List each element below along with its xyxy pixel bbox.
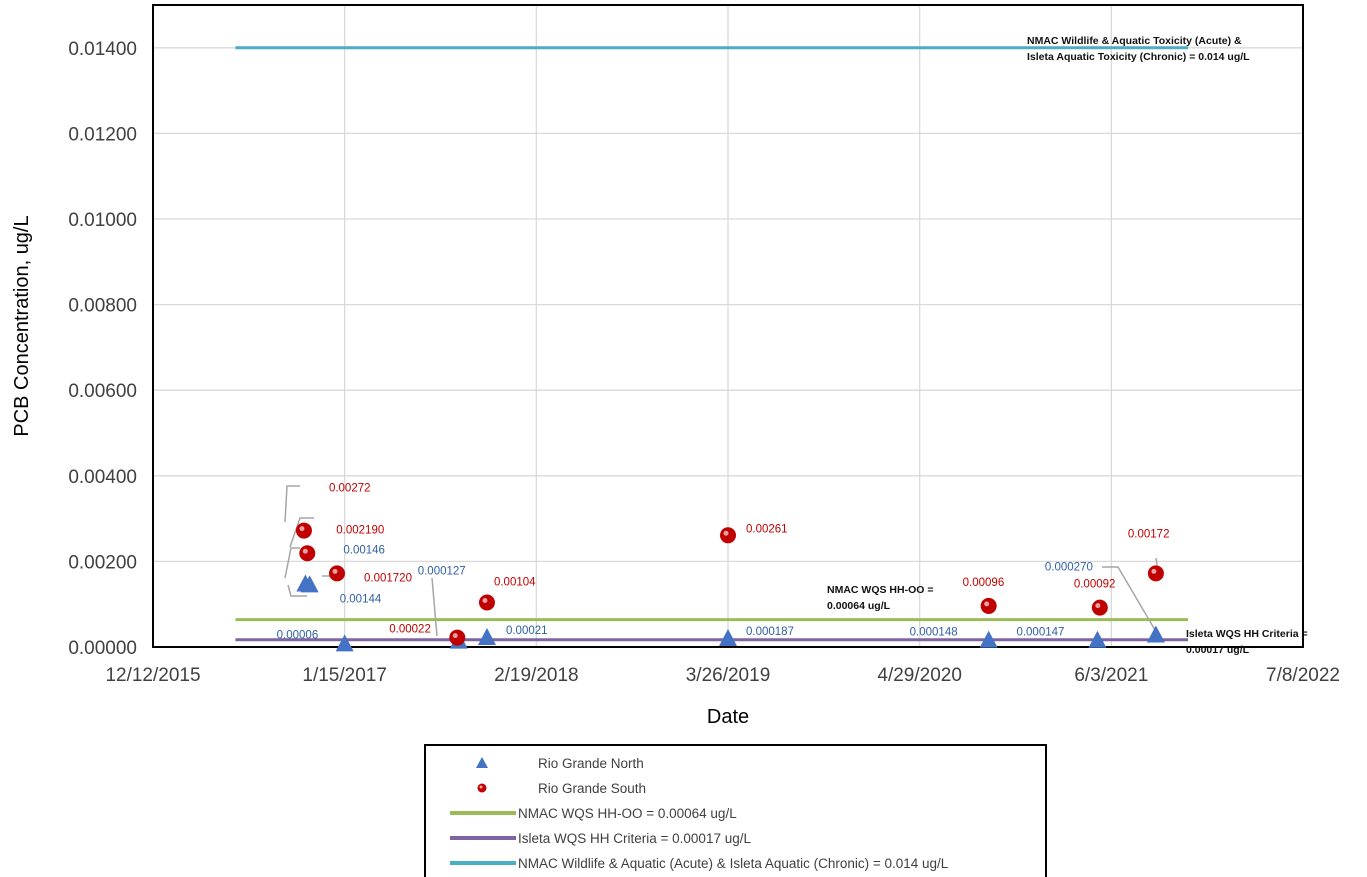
data-label: 0.00144	[340, 593, 382, 605]
south-circle-highlight	[302, 548, 308, 554]
x-axis-tick-labels: 12/12/2015 1/15/2017 2/19/2018 3/26/2019 4/2…	[105, 665, 1340, 686]
teal-line-icon	[450, 861, 516, 865]
y-tick-label: 0.00200	[68, 552, 137, 573]
y-tick-label: 0.00600	[68, 381, 137, 402]
legend-label: Rio Grande North	[538, 755, 644, 771]
south-circle-highlight	[332, 568, 338, 574]
south-circle-highlight	[984, 601, 990, 607]
south-circle-highlight	[299, 526, 305, 532]
south-circle-marker	[478, 594, 495, 611]
south-circle-highlight	[1151, 568, 1157, 574]
x-tick-label: 6/3/2021	[1074, 665, 1148, 686]
data-label: 0.000148	[910, 627, 958, 639]
leader-line	[1102, 566, 1156, 631]
north-triangle-marker	[300, 575, 319, 593]
south-circle-marker	[449, 629, 466, 646]
y-axis-tick-labels: 0.00000 0.00200 0.00400 0.00600 0.00800 0.010…	[68, 39, 137, 659]
y-tick-label: 0.00400	[68, 467, 137, 488]
chart-gridlines	[152, 5, 1304, 648]
data-label: 0.002190	[336, 524, 384, 536]
data-labels: 0.00146 0.00144 0.00006 0.000127 0.00021 0.00…	[277, 483, 1170, 642]
data-label: 0.000127	[418, 566, 466, 578]
south-circle-marker	[980, 597, 997, 614]
y-tick-label: 0.00800	[68, 296, 137, 317]
data-label: 0.00006	[277, 629, 319, 641]
leader-line	[287, 584, 307, 597]
data-points	[295, 522, 1165, 652]
reference-notes: NMAC WQS HH-OO = 0.00064 ug/L Isleta WQS H…	[827, 35, 1308, 656]
reference-lines	[235, 46, 1188, 642]
x-tick-label: 3/26/2019	[686, 665, 771, 686]
data-label: 0.00146	[343, 545, 385, 557]
purple-line-icon	[450, 836, 516, 840]
data-label: 0.000147	[1016, 627, 1064, 639]
legend-label: NMAC Wildlife & Aquatic (Acute) & Isleta…	[518, 855, 949, 871]
south-circle-highlight	[482, 597, 488, 603]
reference-note: 0.00017 ug/L	[1186, 644, 1250, 656]
label-leader-lines	[284, 485, 1158, 637]
data-label: 0.00172	[1128, 528, 1170, 540]
north-triangle-marker	[477, 628, 496, 646]
north-triangle-marker	[1088, 630, 1107, 648]
triangle-marker-icon	[476, 757, 488, 768]
south-circle-marker	[720, 527, 736, 544]
x-axis-title: Date	[707, 706, 749, 728]
x-tick-label: 2/19/2018	[494, 665, 579, 686]
north-triangle-marker	[1146, 625, 1165, 643]
south-circle-highlight	[1095, 603, 1101, 609]
y-tick-label: 0.00000	[68, 638, 137, 659]
reference-note: 0.00064 ug/L	[827, 600, 891, 612]
chart-legend: Rio Grande North Rio Grande South NMAC W…	[424, 744, 1047, 877]
north-triangle-marker	[719, 628, 737, 646]
south-circle-marker	[1147, 565, 1164, 582]
south-circle-highlight	[723, 530, 729, 536]
leader-line	[289, 517, 314, 548]
data-label: 0.00096	[963, 577, 1005, 589]
data-label: 0.00261	[746, 523, 788, 535]
data-label: 0.000270	[1045, 561, 1093, 573]
legend-label: Rio Grande South	[538, 780, 647, 796]
south-circle-highlight	[452, 633, 458, 639]
reference-note: Isleta WQS HH Criteria =	[1186, 628, 1308, 640]
data-label: 0.000187	[746, 626, 794, 638]
leader-line	[284, 547, 300, 579]
plot-area-border	[152, 4, 1304, 648]
y-tick-label: 0.01000	[68, 210, 137, 231]
x-tick-label: 1/15/2017	[302, 665, 387, 686]
south-circle-marker	[1091, 599, 1108, 616]
leader-line	[1155, 557, 1158, 566]
north-triangle-marker	[979, 630, 998, 648]
south-circle-marker	[329, 565, 345, 582]
circle-marker-icon	[477, 783, 487, 793]
legend-label: NMAC WQS HH-OO = 0.00064 ug/L	[518, 805, 737, 821]
leader-line	[431, 577, 438, 637]
x-tick-label: 7/8/2022	[1266, 665, 1340, 686]
y-axis-title: PCB Concentration, ug/L	[11, 215, 33, 436]
reference-note: NMAC Wildlife & Aquatic Toxicity (Acute)…	[1027, 35, 1242, 47]
data-label: 0.00021	[506, 625, 548, 637]
y-tick-label: 0.01200	[68, 124, 137, 145]
leader-line	[284, 485, 300, 523]
y-tick-label: 0.01400	[68, 39, 137, 60]
data-label: 0.00272	[329, 483, 371, 495]
reference-note: Isleta Aquatic Toxicity (Chronic) = 0.01…	[1027, 51, 1250, 63]
south-circle-marker	[295, 522, 312, 539]
south-circle-marker	[299, 545, 316, 562]
x-tick-label: 12/12/2015	[105, 665, 200, 686]
data-label: 0.00104	[494, 576, 536, 588]
x-tick-label: 4/29/2020	[877, 665, 962, 686]
legend-label: Isleta WQS HH Criteria = 0.00017 ug/L	[518, 830, 751, 846]
data-label: 0.001720	[364, 572, 412, 584]
north-triangle-marker	[335, 634, 354, 652]
green-line-icon	[450, 811, 516, 815]
data-label: 0.00092	[1074, 579, 1116, 591]
reference-note: NMAC WQS HH-OO =	[827, 584, 933, 596]
data-label: 0.00022	[389, 624, 431, 636]
